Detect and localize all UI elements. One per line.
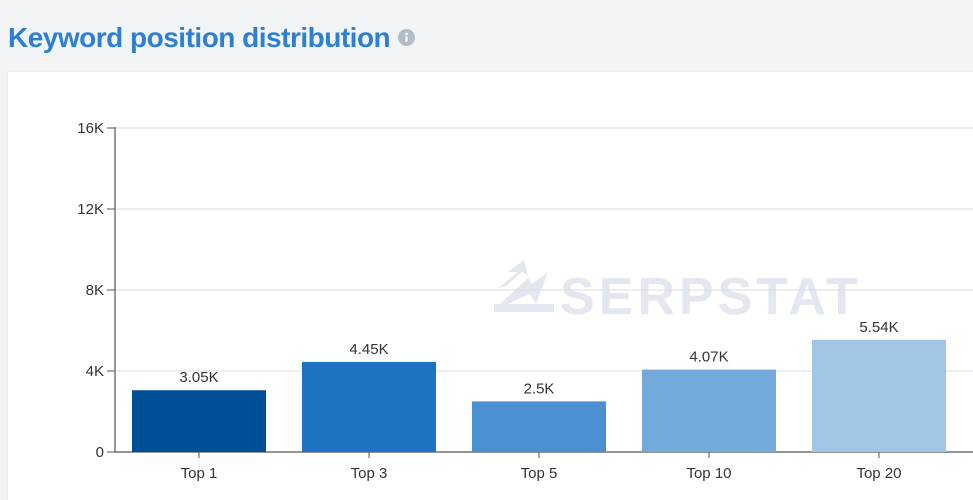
bar-value-label: 5.54K <box>859 319 898 336</box>
page-title: Keyword position distribution <box>8 20 416 56</box>
bar-value-label: 3.05K <box>179 369 218 386</box>
x-tick-label: Top 1 <box>181 465 218 482</box>
y-tick-label: 8K <box>86 282 104 299</box>
bar-top-3[interactable] <box>302 361 436 452</box>
bar-top-5[interactable] <box>472 401 606 452</box>
y-tick-label: 4K <box>86 363 104 380</box>
y-tick-label: 0 <box>96 444 104 461</box>
bar-value-label: 4.07K <box>689 349 728 366</box>
bar-value-label: 2.5K <box>524 380 555 397</box>
chart-card: SERPSTAT 0 4K 8K 12K 16K 3.05K Top 1 4.45K Top … <box>8 72 973 500</box>
bar-top-1[interactable] <box>132 390 266 452</box>
watermark-text: SERPSTAT <box>560 268 862 326</box>
bar-top-10[interactable] <box>642 369 776 452</box>
bar-chart: SERPSTAT 0 4K 8K 12K 16K 3.05K Top 1 4.45K Top … <box>77 120 973 482</box>
x-tick-label: Top 20 <box>856 465 901 482</box>
y-tick-label: 12K <box>77 201 104 218</box>
serpstat-logo-icon <box>494 260 554 312</box>
y-tick-label: 16K <box>77 120 104 137</box>
x-tick-label: Top 5 <box>521 465 558 482</box>
bar-top-20[interactable] <box>812 339 946 452</box>
x-tick-label: Top 10 <box>686 465 731 482</box>
info-icon[interactable] <box>398 29 416 47</box>
serpstat-watermark: SERPSTAT <box>494 260 862 326</box>
chart-header: Keyword position distribution <box>0 0 973 70</box>
page-title-text: Keyword position distribution <box>8 22 391 53</box>
bar-value-label: 4.45K <box>349 341 388 358</box>
x-tick-label: Top 3 <box>351 465 388 482</box>
